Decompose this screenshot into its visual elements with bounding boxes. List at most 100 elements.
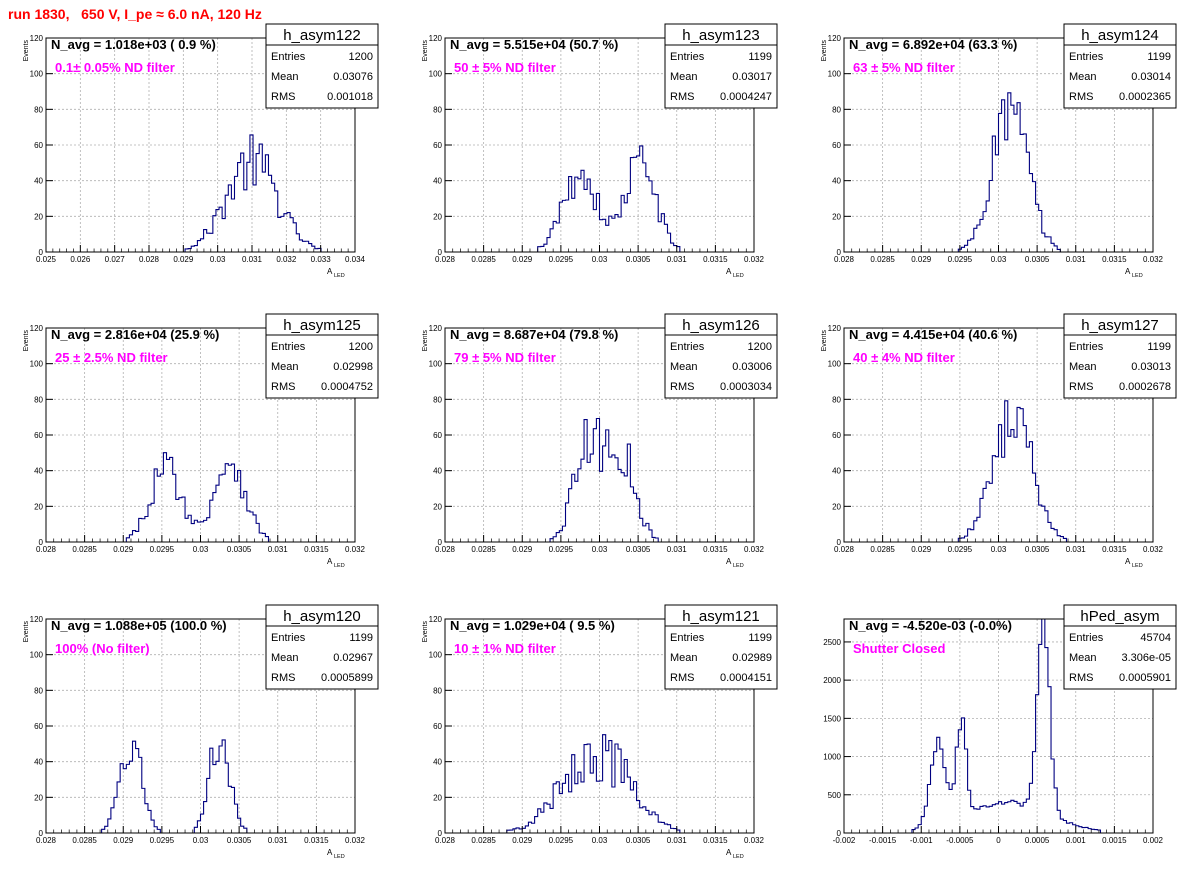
stat-label: RMS — [1069, 672, 1093, 684]
x-tick-label: 0.029 — [173, 255, 194, 264]
histogram-panel-h_asym124: 0.028 0.0285 0.029 0.0295 0.03 0.0305 0.031 0.0… — [821, 23, 1177, 279]
y-tick-label: 120 — [429, 615, 443, 624]
y-tick-label: 0 — [438, 248, 443, 257]
y-tick-label: 120 — [429, 324, 443, 333]
x-axis-subscript: LED — [334, 854, 345, 860]
y-tick-label: 100 — [828, 70, 842, 79]
stat-label: Entries — [271, 632, 306, 644]
y-tick-label: 40 — [433, 758, 442, 767]
x-tick-label: 0.032 — [276, 255, 297, 264]
stat-label: RMS — [271, 381, 295, 393]
stat-label: Entries — [670, 632, 705, 644]
x-tick-label: 0.03 — [210, 255, 226, 264]
filter-label: 79 ± 5% ND filter — [454, 350, 556, 365]
y-tick-label: 60 — [34, 431, 43, 440]
stats-box — [1063, 313, 1177, 399]
stat-label: Mean — [271, 652, 299, 664]
histogram-name: h_asym123 — [682, 27, 760, 44]
stat-label: RMS — [670, 672, 694, 684]
stats-box — [265, 313, 379, 399]
y-tick-label: 20 — [832, 212, 841, 221]
x-tick-label: 0.0285 — [870, 545, 895, 554]
stat-value: 0.03076 — [333, 71, 373, 83]
x-tick-label: 0.0005 — [1025, 836, 1050, 845]
y-tick-label: 60 — [832, 141, 841, 150]
stat-label: Entries — [670, 51, 705, 63]
stat-label: RMS — [670, 381, 694, 393]
y-tick-label: 40 — [832, 467, 841, 476]
y-tick-label: 20 — [34, 502, 43, 511]
x-tick-label: 0.0295 — [948, 255, 973, 264]
y-tick-label: 0 — [837, 538, 842, 547]
x-tick-label: 0.03 — [193, 545, 209, 554]
navg-label: N_avg = -4.520e-03 (-0.0%) — [849, 618, 1012, 633]
x-axis-title: A — [1125, 267, 1131, 276]
x-axis-subscript: LED — [733, 563, 744, 569]
y-axis-title: Events — [821, 40, 828, 62]
stat-label: Mean — [670, 361, 698, 373]
stat-label: Mean — [271, 361, 299, 373]
x-tick-label: 0.001 — [1066, 836, 1087, 845]
x-tick-label: 0.0305 — [227, 836, 252, 845]
navg-label: N_avg = 5.515e+04 (50.7 %) — [450, 37, 618, 52]
x-tick-label: 0.0295 — [948, 545, 973, 554]
y-tick-label: 20 — [433, 793, 442, 802]
filter-label: Shutter Closed — [853, 641, 946, 656]
stats-box — [265, 23, 379, 109]
stat-value: 0.0005901 — [1119, 672, 1171, 684]
histogram-line — [844, 92, 1153, 253]
stats-box — [265, 604, 379, 690]
x-axis-subscript: LED — [334, 273, 345, 279]
x-tick-label: 0.002 — [1143, 836, 1164, 845]
y-tick-label: 100 — [429, 651, 443, 660]
y-tick-label: 120 — [429, 34, 443, 43]
x-axis-title: A — [1125, 557, 1131, 566]
stat-value: 0.0005899 — [321, 672, 373, 684]
x-tick-label: 0.0295 — [549, 255, 574, 264]
y-tick-label: 40 — [832, 177, 841, 186]
x-axis-subscript: LED — [1132, 273, 1143, 279]
stats-box — [664, 23, 778, 109]
x-tick-label: 0.031 — [1066, 255, 1087, 264]
x-tick-label: 0.029 — [512, 545, 533, 554]
stat-label: RMS — [1069, 91, 1093, 103]
histogram-panel-h_asym125: 0.028 0.0285 0.029 0.0295 0.03 0.0305 0.031 0.0… — [23, 313, 379, 569]
x-tick-label: 0.032 — [345, 836, 366, 845]
stats-box — [1063, 604, 1177, 690]
y-tick-label: 0 — [438, 829, 443, 838]
stat-label: Entries — [1069, 51, 1104, 63]
histogram-panel-h_asym127: 0.028 0.0285 0.029 0.0295 0.03 0.0305 0.031 0.0… — [821, 313, 1177, 569]
histogram-name: h_asym120 — [283, 608, 361, 625]
x-tick-label: 0.0015 — [1102, 836, 1127, 845]
x-axis-title: A — [726, 267, 732, 276]
x-tick-label: 0.032 — [345, 545, 366, 554]
y-tick-label: 60 — [433, 722, 442, 731]
stat-value: 0.0004151 — [720, 672, 772, 684]
y-tick-label: 60 — [34, 722, 43, 731]
x-tick-label: 0.0315 — [1102, 545, 1127, 554]
stat-label: RMS — [271, 91, 295, 103]
stat-label: Entries — [1069, 341, 1104, 353]
y-axis-title: Events — [422, 621, 429, 643]
navg-label: N_avg = 8.687e+04 (79.8 %) — [450, 327, 618, 342]
x-tick-label: 0.029 — [911, 255, 932, 264]
x-axis-subscript: LED — [334, 563, 345, 569]
x-tick-label: 0.034 — [345, 255, 366, 264]
stat-label: Mean — [1069, 361, 1097, 373]
x-axis-title: A — [327, 557, 333, 566]
y-tick-label: 20 — [433, 212, 442, 221]
y-tick-label: 1000 — [823, 753, 841, 762]
x-tick-label: 0.03 — [991, 545, 1007, 554]
y-tick-label: 40 — [34, 758, 43, 767]
y-tick-label: 40 — [433, 177, 442, 186]
x-tick-label: 0.0315 — [304, 836, 329, 845]
y-tick-label: 80 — [34, 105, 43, 114]
histogram-name: h_asym122 — [283, 27, 361, 44]
stat-label: Mean — [271, 71, 299, 83]
x-tick-label: 0.0315 — [703, 545, 728, 554]
y-tick-label: 0 — [39, 538, 44, 547]
stat-value: 0.0004752 — [321, 381, 373, 393]
x-tick-label: 0.028 — [834, 255, 855, 264]
navg-label: N_avg = 2.816e+04 (25.9 %) — [51, 327, 219, 342]
x-tick-label: 0.031 — [242, 255, 263, 264]
